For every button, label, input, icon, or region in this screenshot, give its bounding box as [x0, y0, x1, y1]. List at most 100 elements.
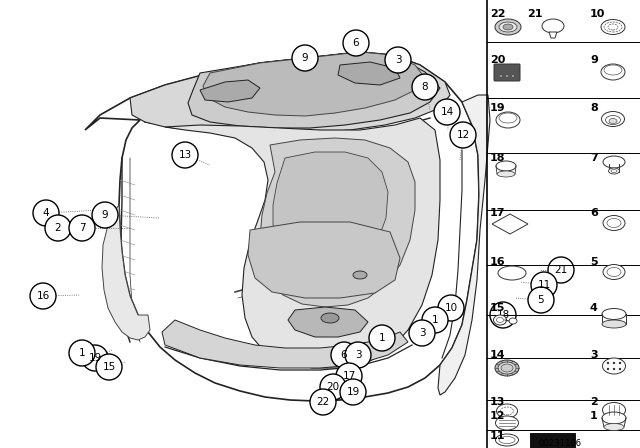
- Text: 20: 20: [326, 382, 340, 392]
- Text: 11: 11: [538, 280, 550, 290]
- Text: 19: 19: [88, 353, 102, 363]
- Text: 2: 2: [590, 397, 598, 407]
- Circle shape: [490, 302, 516, 328]
- Text: 6: 6: [590, 208, 598, 218]
- Circle shape: [619, 362, 621, 364]
- Ellipse shape: [603, 264, 625, 280]
- Text: 8: 8: [422, 82, 428, 92]
- Text: 14: 14: [440, 107, 454, 117]
- Text: 14: 14: [490, 350, 506, 360]
- Ellipse shape: [497, 171, 515, 177]
- Text: 6: 6: [340, 350, 348, 360]
- Text: 4: 4: [590, 303, 598, 313]
- Polygon shape: [188, 52, 440, 128]
- Ellipse shape: [498, 362, 516, 374]
- Polygon shape: [273, 152, 388, 272]
- FancyBboxPatch shape: [494, 64, 520, 81]
- Text: 10: 10: [444, 303, 458, 313]
- Text: 22: 22: [490, 9, 506, 19]
- Ellipse shape: [601, 20, 625, 34]
- Polygon shape: [162, 320, 408, 368]
- Ellipse shape: [495, 360, 519, 376]
- Ellipse shape: [542, 19, 564, 33]
- Circle shape: [607, 362, 609, 364]
- Text: 19: 19: [346, 387, 360, 397]
- Circle shape: [506, 74, 509, 78]
- Ellipse shape: [493, 315, 506, 325]
- Polygon shape: [203, 52, 425, 116]
- Polygon shape: [130, 52, 450, 133]
- Circle shape: [531, 272, 557, 298]
- Circle shape: [69, 215, 95, 241]
- Ellipse shape: [497, 404, 518, 418]
- Ellipse shape: [495, 434, 518, 446]
- Circle shape: [45, 215, 71, 241]
- Ellipse shape: [501, 364, 513, 372]
- Text: 3: 3: [590, 350, 598, 360]
- Circle shape: [96, 354, 122, 380]
- Ellipse shape: [509, 318, 517, 324]
- Circle shape: [292, 45, 318, 71]
- Text: 18: 18: [490, 153, 506, 163]
- Text: 13: 13: [490, 397, 506, 407]
- Circle shape: [434, 99, 460, 125]
- Circle shape: [619, 368, 621, 370]
- Text: 5: 5: [590, 257, 598, 267]
- Ellipse shape: [609, 119, 617, 124]
- Ellipse shape: [603, 156, 625, 168]
- Text: 15: 15: [102, 362, 116, 372]
- Circle shape: [613, 362, 615, 364]
- Ellipse shape: [495, 416, 518, 430]
- Text: 12: 12: [456, 130, 470, 140]
- Text: 20: 20: [490, 55, 506, 65]
- Circle shape: [450, 122, 476, 148]
- Text: 4: 4: [43, 208, 49, 218]
- Polygon shape: [338, 62, 400, 85]
- Polygon shape: [165, 118, 440, 368]
- Ellipse shape: [503, 24, 513, 30]
- Circle shape: [369, 325, 395, 351]
- Text: 15: 15: [490, 303, 506, 313]
- Circle shape: [409, 320, 435, 346]
- Text: 22: 22: [316, 397, 330, 407]
- Ellipse shape: [601, 64, 625, 80]
- Ellipse shape: [602, 402, 625, 418]
- Circle shape: [528, 287, 554, 313]
- Circle shape: [499, 74, 502, 78]
- Circle shape: [345, 342, 371, 368]
- Circle shape: [343, 30, 369, 56]
- Polygon shape: [288, 307, 368, 337]
- Text: 3: 3: [355, 350, 362, 360]
- Ellipse shape: [602, 112, 625, 126]
- Ellipse shape: [602, 412, 626, 424]
- Polygon shape: [492, 214, 528, 234]
- Text: 6: 6: [353, 38, 359, 48]
- Ellipse shape: [602, 309, 626, 319]
- Circle shape: [340, 379, 366, 405]
- Ellipse shape: [604, 423, 624, 431]
- Text: 1: 1: [432, 315, 438, 325]
- Polygon shape: [85, 52, 479, 401]
- Ellipse shape: [321, 313, 339, 323]
- Text: OO231106: OO231106: [538, 439, 582, 448]
- Ellipse shape: [353, 271, 367, 279]
- Circle shape: [82, 345, 108, 371]
- Text: 1: 1: [379, 333, 385, 343]
- Circle shape: [548, 257, 574, 283]
- Ellipse shape: [609, 168, 620, 174]
- Ellipse shape: [602, 320, 626, 328]
- Circle shape: [310, 389, 336, 415]
- Text: 7: 7: [79, 223, 85, 233]
- Circle shape: [30, 283, 56, 309]
- Text: 10: 10: [590, 9, 605, 19]
- Text: 9: 9: [590, 55, 598, 65]
- Circle shape: [92, 202, 118, 228]
- Ellipse shape: [603, 215, 625, 231]
- Ellipse shape: [602, 358, 625, 374]
- Circle shape: [385, 47, 411, 73]
- Circle shape: [33, 200, 59, 226]
- Ellipse shape: [498, 266, 526, 280]
- Ellipse shape: [499, 22, 517, 32]
- Ellipse shape: [495, 19, 521, 35]
- Text: 3: 3: [419, 328, 426, 338]
